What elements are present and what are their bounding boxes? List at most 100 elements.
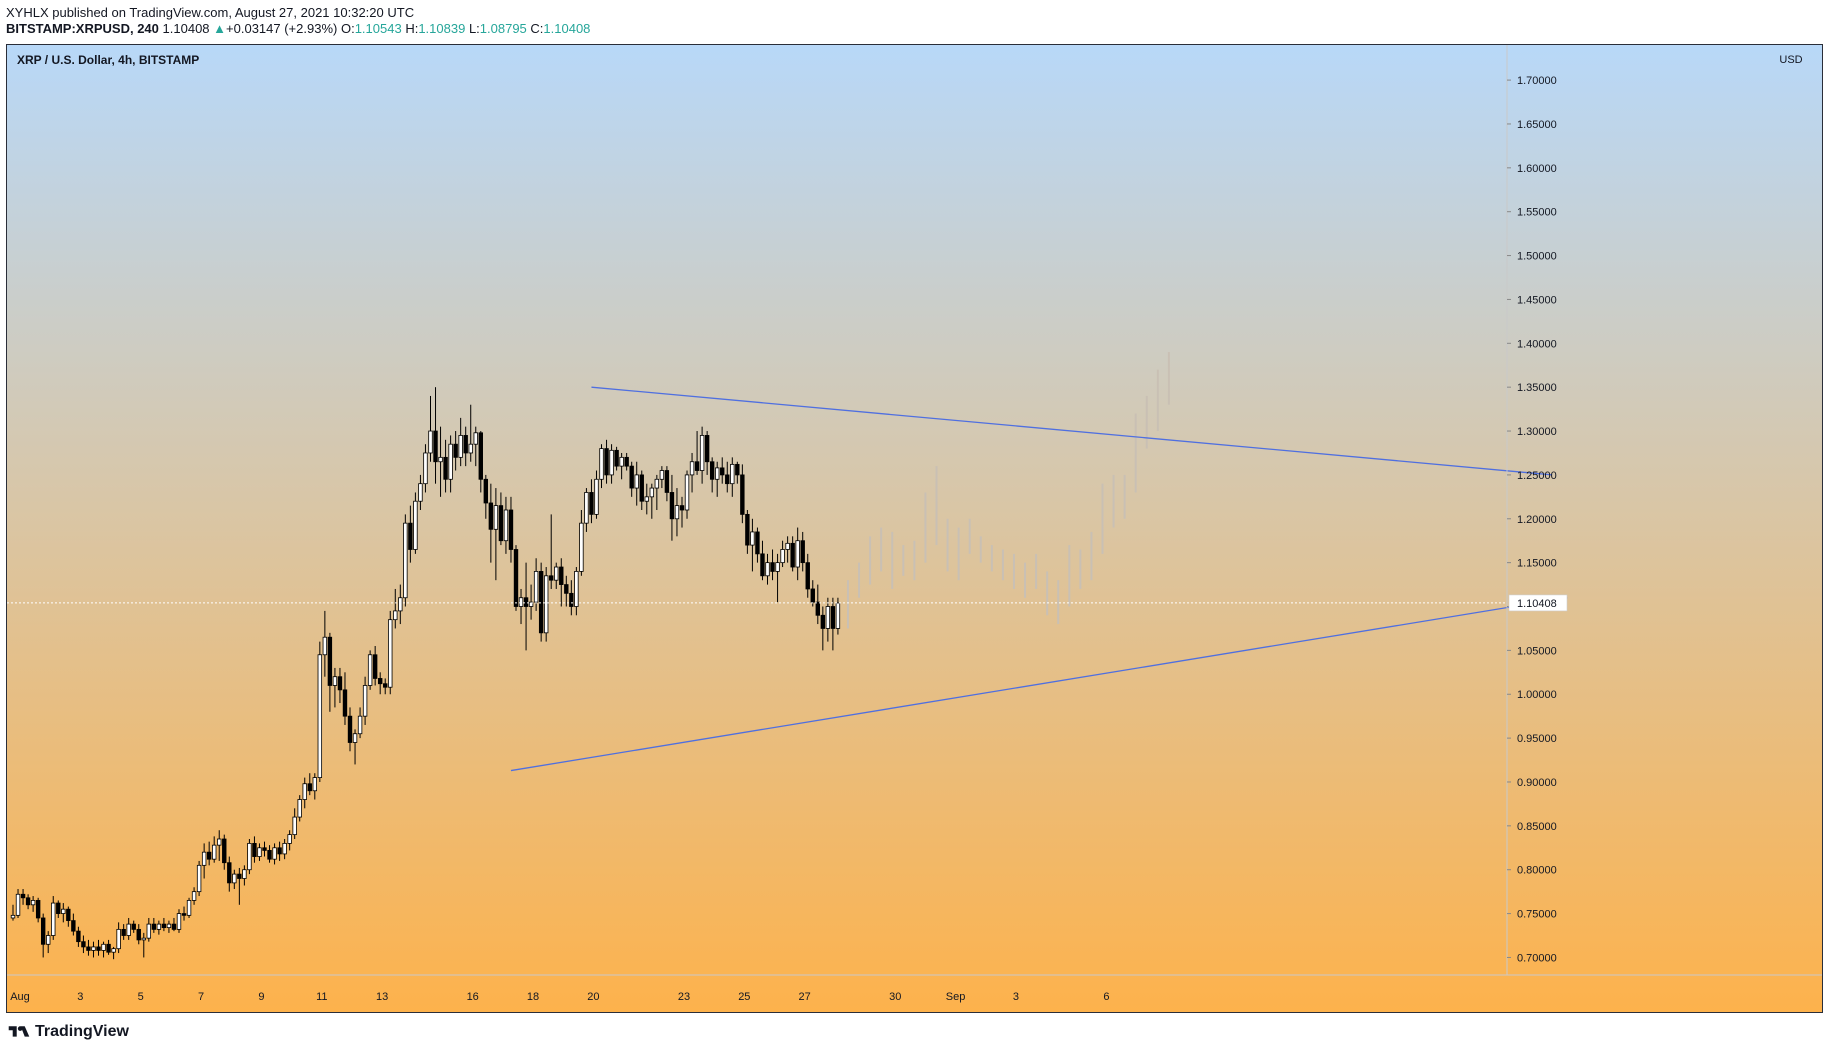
y-tick-label: 0.95000 bbox=[1517, 733, 1557, 745]
candle bbox=[20, 893, 26, 899]
candle bbox=[689, 461, 695, 476]
candle bbox=[458, 435, 463, 458]
candle bbox=[594, 478, 599, 515]
candle bbox=[46, 935, 51, 945]
candle bbox=[252, 842, 257, 857]
candle bbox=[805, 562, 810, 590]
candle bbox=[40, 917, 46, 945]
tradingview-logo-icon bbox=[8, 1026, 30, 1037]
candle bbox=[483, 478, 489, 504]
candle bbox=[569, 592, 574, 607]
candle bbox=[810, 588, 815, 603]
candle bbox=[629, 465, 634, 489]
candle bbox=[549, 575, 554, 581]
candle bbox=[559, 566, 564, 585]
candle bbox=[513, 549, 519, 607]
candle bbox=[760, 553, 765, 577]
candle bbox=[614, 449, 619, 467]
publisher-line: XYHLX published on TradingView.com, Augu… bbox=[6, 5, 415, 20]
candle bbox=[463, 435, 468, 454]
candle bbox=[785, 542, 790, 550]
x-tick-label: Aug bbox=[10, 991, 30, 1003]
x-tick-label: 16 bbox=[467, 991, 479, 1003]
candle bbox=[86, 946, 91, 951]
candle bbox=[820, 614, 826, 629]
candle bbox=[835, 602, 841, 629]
y-tick-label: 0.70000 bbox=[1517, 952, 1557, 964]
candle bbox=[533, 571, 539, 603]
candle bbox=[554, 566, 559, 581]
candle bbox=[745, 513, 750, 546]
low-label: L: bbox=[468, 21, 480, 36]
trendline-upper[interactable] bbox=[591, 386, 1553, 476]
candle bbox=[664, 470, 670, 493]
candle bbox=[10, 914, 16, 919]
candle bbox=[508, 509, 514, 550]
candle bbox=[196, 864, 202, 893]
candle bbox=[206, 851, 212, 860]
candle bbox=[191, 891, 197, 901]
candle bbox=[287, 834, 292, 844]
x-tick-label: 5 bbox=[138, 991, 144, 1003]
candle bbox=[292, 816, 297, 836]
symbol-label: BITSTAMP:XRPUSD, 240 bbox=[6, 21, 159, 36]
candle bbox=[267, 850, 272, 860]
y-tick-label: 1.65000 bbox=[1517, 119, 1557, 131]
candle bbox=[362, 685, 368, 717]
candle bbox=[146, 923, 152, 939]
high-label: H: bbox=[405, 21, 419, 36]
y-tick-label: 1.05000 bbox=[1517, 645, 1557, 657]
candle bbox=[694, 461, 700, 471]
candle bbox=[322, 636, 328, 656]
low-value: 1.08795 bbox=[479, 21, 527, 36]
x-tick-label: 3 bbox=[1013, 991, 1019, 1003]
y-tick-label: 1.25000 bbox=[1517, 470, 1557, 482]
candle bbox=[116, 928, 121, 950]
candle bbox=[730, 463, 735, 485]
candle bbox=[679, 505, 685, 511]
candle bbox=[493, 505, 499, 530]
candle bbox=[448, 443, 453, 480]
candle bbox=[715, 467, 720, 480]
candle bbox=[538, 571, 544, 634]
chart-frame[interactable]: XRP / U.S. Dollar, 4h, BITSTAMP USD 1.70… bbox=[6, 44, 1823, 1013]
y-tick-label: 1.45000 bbox=[1517, 294, 1557, 306]
candle bbox=[25, 897, 31, 906]
candle bbox=[528, 601, 534, 607]
candle bbox=[66, 908, 71, 922]
y-tick-label: 1.35000 bbox=[1517, 382, 1557, 394]
candle bbox=[684, 474, 690, 511]
candle bbox=[755, 531, 760, 555]
y-tick-label: 1.20000 bbox=[1517, 514, 1557, 526]
candle bbox=[161, 923, 167, 929]
candlestick-chart[interactable]: XRP / U.S. Dollar, 4h, BITSTAMP USD 1.70… bbox=[7, 45, 1822, 1012]
candle bbox=[453, 443, 458, 458]
close-label: C: bbox=[530, 21, 544, 36]
x-tick-label: 3 bbox=[77, 991, 83, 1003]
trendline-lower[interactable] bbox=[510, 597, 1568, 772]
symbol-ohlc-line: BITSTAMP:XRPUSD, 240 1.10408 ▲+0.03147 (… bbox=[6, 21, 590, 36]
x-tick-label: 11 bbox=[316, 991, 327, 1003]
x-tick-label: 25 bbox=[738, 991, 750, 1003]
x-tick-label: 7 bbox=[198, 991, 204, 1003]
trendlines-layer[interactable] bbox=[510, 386, 1568, 772]
candle bbox=[720, 467, 725, 476]
candle bbox=[398, 597, 403, 612]
candle bbox=[478, 432, 483, 480]
y-tick-label: 1.00000 bbox=[1517, 689, 1557, 701]
candle bbox=[171, 923, 177, 930]
candle bbox=[337, 676, 343, 691]
candle bbox=[825, 606, 831, 629]
candle bbox=[589, 492, 594, 515]
y-tick-label: 1.60000 bbox=[1517, 163, 1557, 175]
candle bbox=[242, 869, 247, 879]
y-tick-label: 1.70000 bbox=[1517, 75, 1557, 87]
candle bbox=[121, 928, 126, 936]
x-tick-label: 9 bbox=[258, 991, 264, 1003]
candle bbox=[639, 474, 644, 502]
candle bbox=[644, 496, 649, 502]
candle bbox=[81, 941, 86, 948]
open-label: O: bbox=[340, 21, 355, 36]
candle bbox=[579, 522, 584, 572]
candle bbox=[302, 783, 307, 800]
